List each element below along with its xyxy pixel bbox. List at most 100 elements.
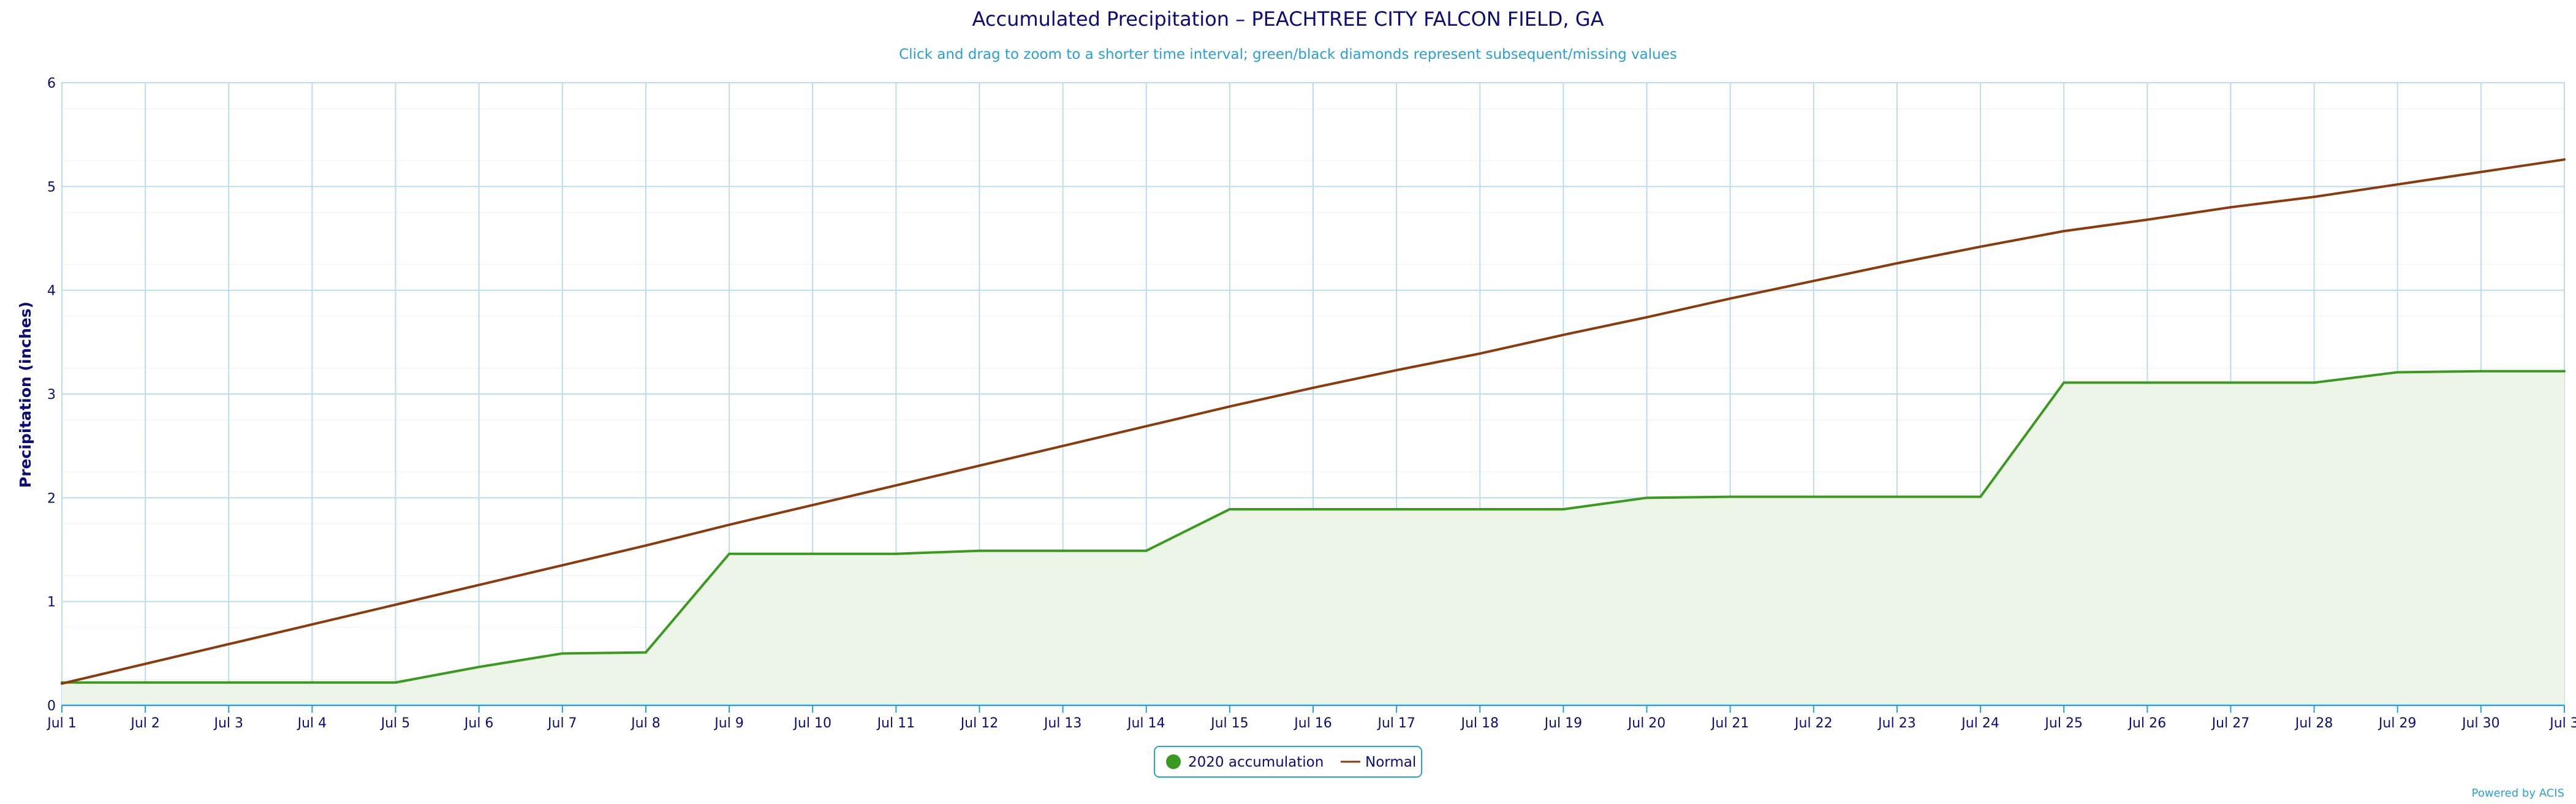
data-point-normal-24[interactable] bbox=[1979, 245, 1982, 248]
data-point-2020-accumulation-23[interactable] bbox=[1895, 495, 1898, 498]
y-tick-label: 0 bbox=[47, 699, 56, 714]
x-tick-label: Jul 15 bbox=[1210, 716, 1249, 731]
x-tick-label: Jul 5 bbox=[380, 716, 411, 731]
data-point-2020-accumulation-12[interactable] bbox=[978, 549, 981, 552]
y-tick-label: 3 bbox=[47, 387, 56, 403]
data-point-normal-14[interactable] bbox=[1145, 425, 1148, 428]
x-tick-label: Jul 24 bbox=[1960, 716, 1999, 731]
y-tick-label: 6 bbox=[47, 76, 56, 91]
data-point-normal-1[interactable] bbox=[61, 682, 63, 685]
data-point-normal-31[interactable] bbox=[2563, 158, 2566, 161]
x-tick-label: Jul 11 bbox=[876, 716, 915, 731]
data-point-2020-accumulation-16[interactable] bbox=[1312, 507, 1314, 510]
data-point-2020-accumulation-17[interactable] bbox=[1395, 507, 1398, 510]
data-point-2020-accumulation-9[interactable] bbox=[728, 552, 731, 555]
data-point-normal-13[interactable] bbox=[1061, 444, 1064, 447]
x-tick-label: Jul 20 bbox=[1627, 716, 1666, 731]
x-tick-label: Jul 2 bbox=[129, 716, 160, 731]
data-point-normal-16[interactable] bbox=[1312, 386, 1314, 389]
x-tick-label: Jul 10 bbox=[792, 716, 832, 731]
data-point-normal-25[interactable] bbox=[2063, 230, 2066, 233]
x-tick-label: Jul 28 bbox=[2294, 716, 2333, 731]
data-point-normal-6[interactable] bbox=[477, 583, 480, 586]
data-point-normal-26[interactable] bbox=[2146, 218, 2149, 221]
data-point-normal-10[interactable] bbox=[811, 504, 814, 507]
data-point-normal-30[interactable] bbox=[2479, 170, 2482, 173]
data-point-2020-accumulation-4[interactable] bbox=[311, 681, 314, 684]
y-tick-label: 5 bbox=[47, 180, 56, 195]
data-point-2020-accumulation-18[interactable] bbox=[1479, 507, 1482, 510]
legend-label-2020-accumulation: 2020 accumulation bbox=[1188, 754, 1324, 770]
data-point-normal-22[interactable] bbox=[1812, 279, 1815, 283]
data-point-normal-3[interactable] bbox=[227, 643, 230, 646]
y-axis-label: Precipitation (inches) bbox=[17, 302, 34, 488]
data-point-normal-27[interactable] bbox=[2229, 206, 2232, 209]
legend-box bbox=[1154, 746, 1422, 778]
y-tick-label: 1 bbox=[47, 595, 56, 610]
x-tick-label: Jul 21 bbox=[1710, 716, 1749, 731]
data-point-normal-23[interactable] bbox=[1895, 262, 1898, 265]
data-point-2020-accumulation-14[interactable] bbox=[1145, 549, 1148, 552]
data-point-2020-accumulation-8[interactable] bbox=[644, 651, 647, 654]
data-point-normal-19[interactable] bbox=[1562, 333, 1565, 336]
x-tick-label: Jul 19 bbox=[1544, 716, 1583, 731]
data-point-normal-9[interactable] bbox=[728, 523, 731, 526]
legend-item-2020-accumulation[interactable]: 2020 accumulation bbox=[1166, 754, 1324, 770]
data-point-normal-29[interactable] bbox=[2396, 183, 2399, 186]
data-point-normal-7[interactable] bbox=[561, 564, 564, 567]
x-tick-label: Jul 9 bbox=[713, 716, 744, 731]
data-point-2020-accumulation-7[interactable] bbox=[561, 652, 564, 655]
axes: Jul 1 Jul 2 Jul 3 Jul 4 Jul 5 Jul 6 Jul 7 Jul 8… bbox=[46, 76, 2576, 731]
data-point-normal-15[interactable] bbox=[1228, 405, 1231, 408]
data-point-normal-2[interactable] bbox=[144, 662, 147, 666]
data-point-2020-accumulation-11[interactable] bbox=[895, 552, 898, 555]
data-point-2020-accumulation-2[interactable] bbox=[144, 681, 147, 684]
legend-marker-2020-accumulation bbox=[1166, 754, 1181, 769]
data-point-normal-21[interactable] bbox=[1729, 297, 1732, 300]
data-point-2020-accumulation-26[interactable] bbox=[2146, 381, 2149, 384]
data-point-normal-5[interactable] bbox=[394, 603, 397, 606]
data-point-normal-11[interactable] bbox=[895, 484, 898, 487]
data-point-2020-accumulation-19[interactable] bbox=[1562, 507, 1565, 510]
data-point-normal-4[interactable] bbox=[311, 623, 314, 626]
series-layer bbox=[61, 158, 2566, 705]
data-point-normal-17[interactable] bbox=[1395, 369, 1398, 372]
data-point-normal-8[interactable] bbox=[644, 544, 647, 547]
legend-item-normal[interactable]: Normal bbox=[1341, 754, 1416, 770]
data-point-normal-20[interactable] bbox=[1645, 316, 1648, 319]
x-tick-label: Jul 23 bbox=[1877, 716, 1916, 731]
x-tick-label: Jul 18 bbox=[1460, 716, 1499, 731]
x-tick-label: Jul 14 bbox=[1126, 716, 1165, 731]
data-point-2020-accumulation-6[interactable] bbox=[477, 666, 480, 669]
data-point-2020-accumulation-10[interactable] bbox=[811, 552, 814, 555]
x-tick-label: Jul 17 bbox=[1376, 716, 1415, 731]
data-point-2020-accumulation-22[interactable] bbox=[1812, 495, 1815, 498]
data-point-2020-accumulation-5[interactable] bbox=[394, 681, 397, 684]
data-point-2020-accumulation-29[interactable] bbox=[2396, 371, 2399, 374]
chart-subtitle: Click and drag to zoom to a shorter time… bbox=[899, 47, 1677, 63]
data-point-2020-accumulation-25[interactable] bbox=[2063, 381, 2066, 384]
data-point-2020-accumulation-3[interactable] bbox=[227, 681, 230, 684]
data-point-2020-accumulation-31[interactable] bbox=[2563, 370, 2566, 373]
credit-link[interactable]: Powered by ACIS bbox=[2472, 787, 2564, 800]
data-point-2020-accumulation-24[interactable] bbox=[1979, 495, 1982, 498]
chart-title: Accumulated Precipitation – PEACHTREE CI… bbox=[972, 7, 1604, 31]
data-point-2020-accumulation-13[interactable] bbox=[1061, 549, 1064, 552]
data-point-2020-accumulation-27[interactable] bbox=[2229, 381, 2232, 384]
data-point-normal-28[interactable] bbox=[2313, 195, 2316, 199]
x-tick-label: Jul 8 bbox=[630, 716, 661, 731]
data-point-2020-accumulation-15[interactable] bbox=[1228, 507, 1231, 510]
data-point-normal-12[interactable] bbox=[978, 464, 981, 467]
x-tick-label: Jul 27 bbox=[2211, 716, 2250, 731]
x-tick-label: Jul 25 bbox=[2044, 716, 2083, 731]
x-tick-label: Jul 22 bbox=[1794, 716, 1833, 731]
data-point-2020-accumulation-28[interactable] bbox=[2313, 381, 2316, 384]
area-fill-2020-accumulation bbox=[62, 371, 2564, 705]
x-tick-label: Jul 3 bbox=[2548, 716, 2576, 731]
data-point-2020-accumulation-20[interactable] bbox=[1645, 496, 1648, 499]
data-point-normal-18[interactable] bbox=[1479, 352, 1482, 355]
x-tick-label: Jul 30 bbox=[2461, 716, 2500, 731]
data-point-2020-accumulation-21[interactable] bbox=[1729, 495, 1732, 498]
data-point-2020-accumulation-30[interactable] bbox=[2479, 370, 2482, 373]
